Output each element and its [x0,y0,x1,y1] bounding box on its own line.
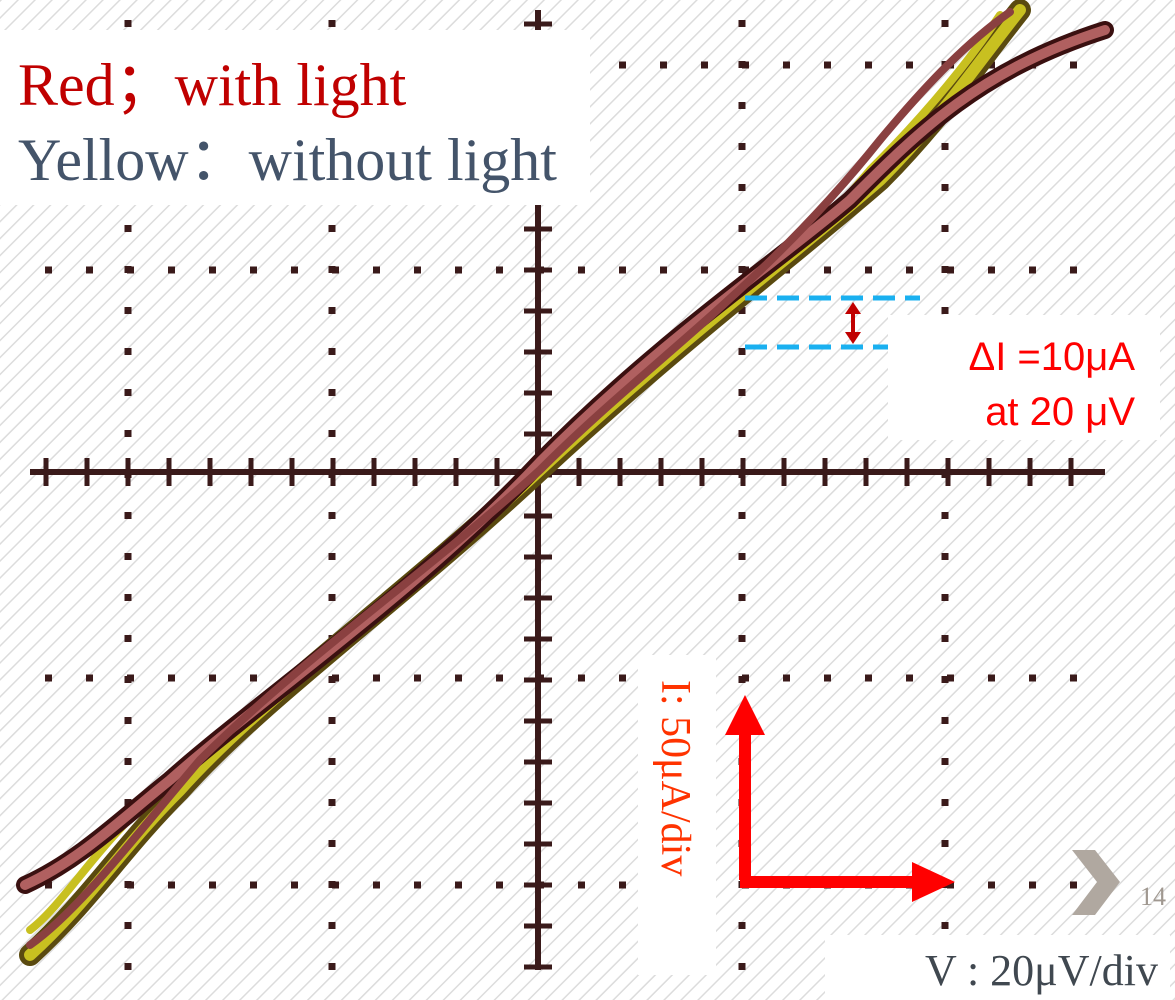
slide: Red；with light Yellow：without light ΔI =… [0,0,1175,1000]
voltage-scale: V : 20μV/div [925,946,1158,995]
page-number: 14 [1140,882,1166,911]
legend-yellow: Yellow：without light [18,127,557,193]
annotation: at 20 μV [985,390,1135,434]
current-scale: I: 50μA/div [652,680,698,876]
annotation: ΔI =10μA [968,335,1135,379]
page: Red；with light Yellow：without light ΔI =… [0,0,1175,1000]
legend-red: Red；with light [18,52,407,118]
